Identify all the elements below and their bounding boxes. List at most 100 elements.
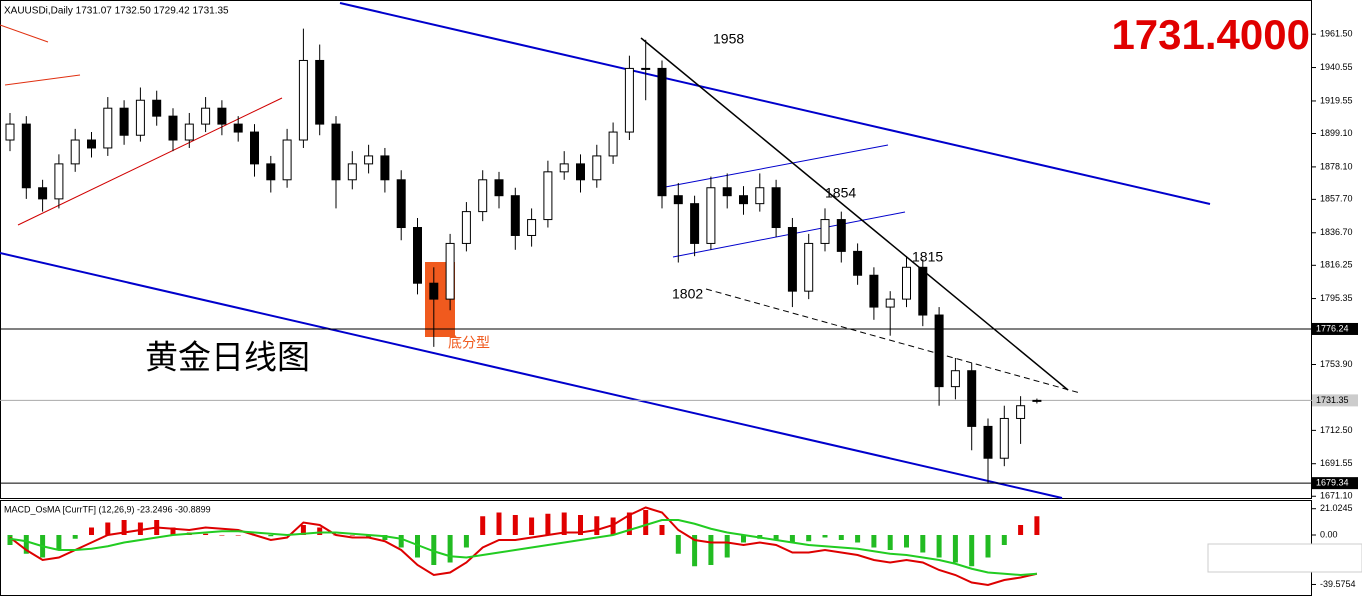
histogram-bar: [366, 535, 372, 538]
candle-body: [1016, 405, 1026, 419]
y-tick-label: 0.00: [1320, 529, 1338, 539]
candle-body: [135, 99, 145, 136]
candle-body: [657, 67, 667, 197]
histogram-bar: [626, 512, 632, 535]
candle-body: [641, 67, 651, 70]
candle-body: [934, 314, 944, 388]
candle-body: [999, 417, 1009, 459]
histogram-bar: [985, 535, 991, 558]
candle-body: [413, 227, 422, 284]
histogram-bar: [789, 535, 795, 543]
annotation: 1854: [825, 185, 856, 201]
candle-body: [152, 99, 162, 117]
channel-line: [339, 2, 1211, 205]
annotation: 1802: [672, 286, 703, 302]
candle-body: [608, 131, 618, 157]
candle-body: [429, 282, 439, 300]
candle-body: [836, 219, 846, 252]
candle-body: [396, 179, 406, 229]
candle-body: [885, 298, 895, 308]
candle-body: [233, 123, 243, 133]
candle-body: [5, 123, 15, 141]
y-tick-label: 1671.10: [1320, 491, 1353, 501]
candle-body: [576, 163, 585, 181]
drawings: [0, 2, 1211, 499]
candle-body: [119, 107, 129, 136]
y-tick-label: 1899.10: [1320, 128, 1353, 138]
histogram-bar: [724, 535, 730, 558]
histogram-bar: [936, 535, 942, 558]
histogram-bar: [692, 535, 698, 567]
histogram-bar: [741, 535, 746, 543]
histogram-bar: [431, 535, 437, 565]
candle-body: [38, 187, 48, 200]
candle-body: [787, 227, 797, 292]
candle-body: [869, 274, 879, 308]
histogram-bar: [235, 535, 241, 536]
histogram-bar: [675, 535, 681, 554]
histogram-bar: [268, 535, 274, 537]
y-tick-label: 1795.35: [1320, 293, 1353, 303]
candle-body: [445, 242, 455, 300]
histogram-bar: [317, 527, 323, 535]
candle-body: [87, 139, 96, 149]
candle-body: [347, 163, 357, 181]
candle-body: [168, 115, 178, 141]
histogram-bar: [415, 535, 420, 558]
histogram-bar: [708, 535, 714, 565]
candle-body: [184, 123, 194, 141]
histogram-bar: [105, 522, 111, 535]
candle-body: [217, 107, 227, 125]
candle-body: [559, 163, 569, 173]
histogram-bar: [300, 525, 306, 535]
channel-line: [0, 252, 1063, 499]
main-panel: [0, 0, 1312, 499]
histogram-bar: [480, 516, 486, 535]
histogram-bar: [871, 535, 877, 548]
macd-line: [9, 519, 1037, 577]
y-tick-label: 1857.70: [1320, 194, 1353, 204]
trend-line: [640, 37, 1069, 391]
candle-body: [820, 219, 830, 244]
macd-title: MACD_OsMA [CurrTF] (12,26,9) -23.2496 -3…: [4, 504, 211, 514]
toolbar[interactable]: [1207, 543, 1362, 573]
histogram-bar: [170, 527, 176, 535]
histogram-bar: [952, 535, 958, 563]
candle-body: [1032, 399, 1042, 402]
histogram-bar: [89, 527, 94, 535]
candle-body: [771, 187, 781, 229]
candle-body: [950, 370, 960, 388]
macd-line: [9, 506, 1038, 587]
candle-body: [706, 187, 716, 244]
candle-body: [624, 67, 634, 133]
candle-body: [918, 266, 928, 316]
candle-body: [380, 155, 390, 181]
price-tag-label: 1731.35: [1316, 395, 1349, 405]
histogram-bar: [1018, 525, 1024, 535]
candle-body: [543, 171, 553, 221]
histogram-bar: [382, 535, 388, 540]
y-tick-label: 1961.50: [1320, 29, 1353, 39]
histogram-bar: [496, 512, 502, 535]
candle-body: [690, 203, 700, 244]
annotation: 1815: [912, 249, 943, 265]
histogram-bar: [137, 522, 143, 535]
chart-title: XAUUSDi,Daily 1731.07 1732.50 1729.42 17…: [4, 6, 229, 17]
y-tick-label: 1836.70: [1320, 227, 1353, 237]
histogram-bar: [610, 517, 616, 535]
candle-body: [510, 195, 520, 236]
price-tag: [1312, 322, 1358, 335]
candle-body: [250, 131, 259, 165]
y-tick-label: -39.5754: [1320, 579, 1356, 589]
histogram-bar: [773, 535, 779, 540]
candle-body: [461, 211, 471, 244]
trend-line: [17, 97, 283, 226]
price-tag: [1312, 394, 1358, 407]
candle-body: [331, 123, 341, 181]
candle-body: [282, 139, 292, 181]
histogram-bar: [203, 533, 209, 535]
histogram-bar: [447, 535, 453, 563]
annotation: 底分型: [448, 335, 490, 351]
candle-body: [853, 250, 863, 276]
